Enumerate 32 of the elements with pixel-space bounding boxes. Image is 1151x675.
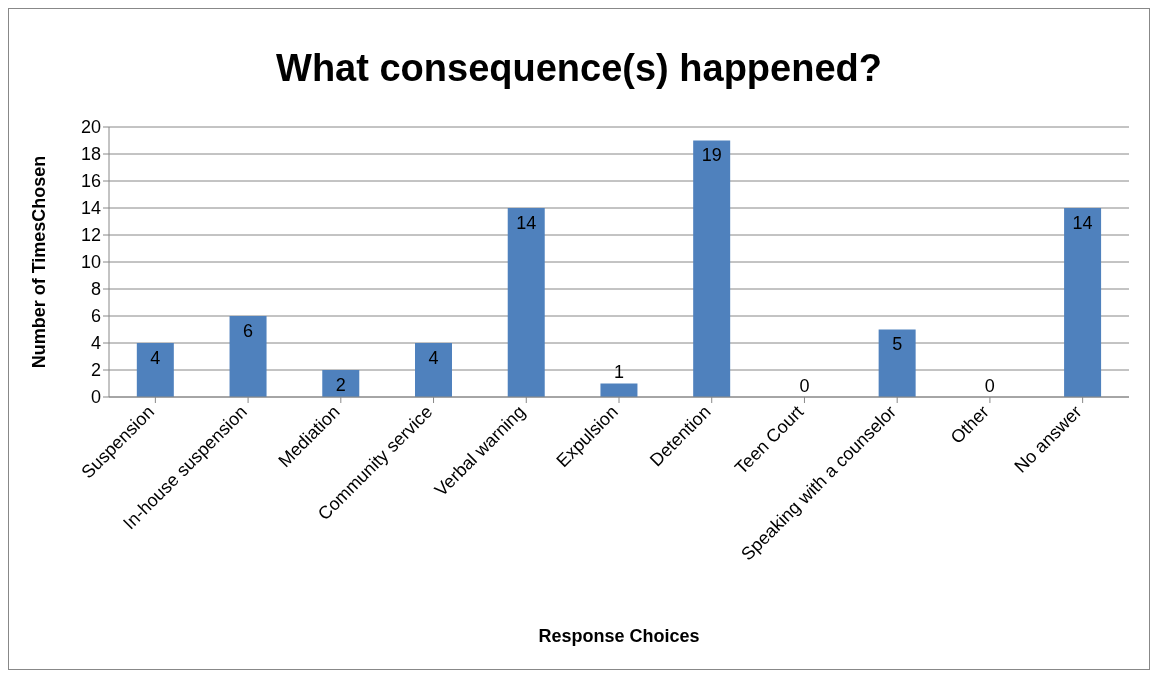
chart-title: What consequence(s) happened?: [275, 46, 883, 91]
y-tick-label: 18: [80, 144, 101, 165]
data-label: 6: [243, 320, 254, 341]
data-label: 19: [701, 145, 722, 166]
data-label: 14: [1072, 212, 1093, 233]
y-tick-label: 14: [80, 198, 101, 219]
y-tick-label: 2: [90, 360, 101, 381]
y-tick-label: 6: [90, 306, 101, 327]
data-label: 5: [892, 334, 903, 355]
x-axis-title: Response Choices: [538, 626, 700, 646]
bar: [693, 140, 731, 397]
data-label: 0: [799, 375, 810, 396]
data-label: 4: [428, 347, 439, 368]
y-tick-label: 0: [90, 387, 101, 408]
bar: [1064, 208, 1102, 397]
bar: [507, 208, 545, 397]
data-label: 2: [335, 374, 346, 395]
y-tick-label: 8: [90, 279, 101, 300]
data-label: 4: [150, 347, 161, 368]
y-tick-label: 4: [90, 333, 101, 354]
y-tick-label: 20: [80, 117, 101, 138]
y-tick-label: 10: [80, 252, 101, 273]
data-label: 1: [613, 362, 624, 383]
y-axis-title: Number of TimesChosen: [29, 155, 50, 369]
bar: [229, 316, 267, 397]
y-tick-label: 16: [80, 171, 101, 192]
data-label: 0: [984, 375, 995, 396]
y-tick-label: 12: [80, 225, 101, 246]
bar: [878, 329, 916, 397]
bar: [415, 343, 452, 397]
bar: [136, 343, 174, 397]
data-label: 14: [516, 212, 537, 233]
